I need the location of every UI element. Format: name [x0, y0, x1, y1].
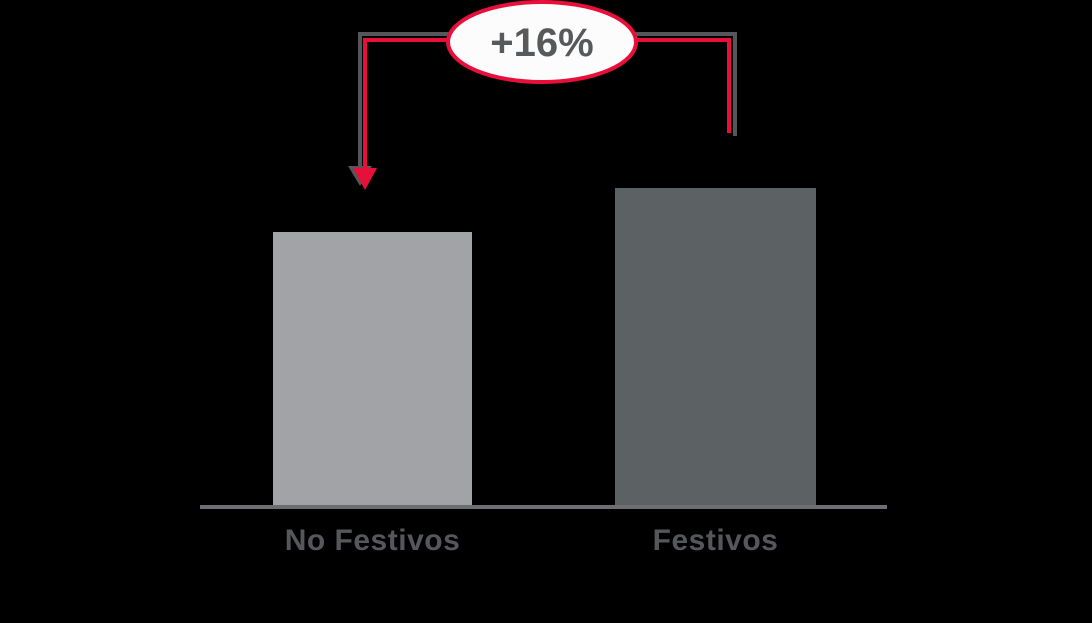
bracket-shadow-line [358, 32, 737, 168]
x-axis-line [200, 505, 887, 509]
bracket-line-group [353, 38, 731, 190]
bar-no-festivos [273, 232, 472, 508]
bar-festivos [615, 188, 816, 508]
percent-label: +16% [490, 21, 593, 65]
percent-badge [446, 0, 638, 84]
bracket-shadow-arrowhead [348, 166, 372, 186]
bracket-shadow [348, 32, 737, 186]
x-tick-label-no-festivos: No Festivos [284, 524, 461, 557]
bracket-line [363, 38, 731, 172]
x-tick-label-festivos: Festivos [652, 524, 779, 557]
arrow-down-icon [353, 168, 377, 190]
